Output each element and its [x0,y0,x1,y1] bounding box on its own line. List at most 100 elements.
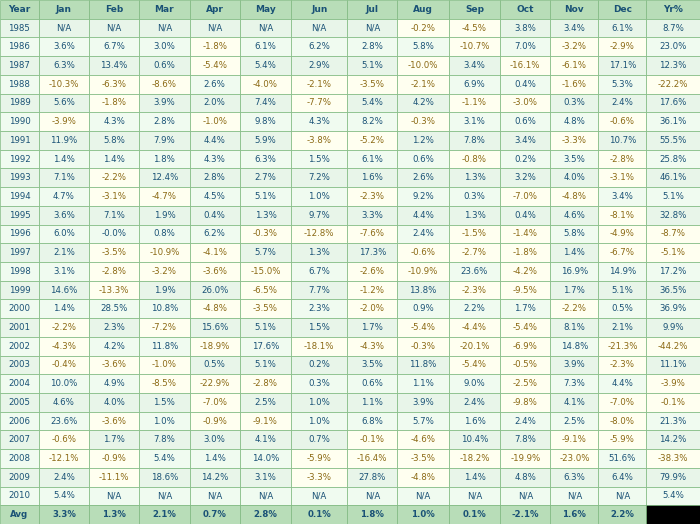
Bar [646,318,700,337]
Text: 10.4%: 10.4% [461,435,488,444]
Text: 5.4%: 5.4% [153,454,176,463]
Text: 2005: 2005 [8,398,30,407]
Bar [500,299,550,318]
Bar [240,468,291,487]
Text: 4.3%: 4.3% [104,117,125,126]
Bar [240,412,291,430]
Text: -9.8%: -9.8% [513,398,538,407]
Text: 1987: 1987 [8,61,30,70]
Bar [500,187,550,206]
Bar [500,356,550,374]
Bar [240,168,291,187]
Bar [347,131,398,150]
Text: 6.1%: 6.1% [361,155,383,163]
Text: 2.5%: 2.5% [255,398,276,407]
Bar [646,243,700,262]
Text: 0.4%: 0.4% [514,211,536,220]
Text: 2004: 2004 [8,379,30,388]
Bar [500,412,550,430]
Text: 1989: 1989 [8,99,30,107]
Bar [89,112,139,131]
Text: 0.7%: 0.7% [203,510,227,519]
Text: 1.1%: 1.1% [412,379,434,388]
Text: 2001: 2001 [8,323,30,332]
Text: 11.8%: 11.8% [410,361,437,369]
Text: 5.4%: 5.4% [361,99,383,107]
Text: -15.0%: -15.0% [250,267,281,276]
Bar [291,206,347,225]
Text: 5.4%: 5.4% [255,61,276,70]
Bar [646,37,700,56]
Bar [139,412,190,430]
Text: 2.9%: 2.9% [308,61,330,70]
Bar [646,112,700,131]
Bar [449,112,500,131]
Text: -3.9%: -3.9% [661,379,685,388]
Text: N/A: N/A [258,24,273,32]
Text: 7.8%: 7.8% [514,435,536,444]
Bar [0,56,38,75]
Bar [646,150,700,168]
Text: -5.9%: -5.9% [610,435,635,444]
Text: N/A: N/A [615,492,630,500]
Text: N/A: N/A [312,492,327,500]
Text: 6.0%: 6.0% [53,230,75,238]
Text: 2006: 2006 [8,417,30,425]
Bar [38,75,89,94]
Text: 3.0%: 3.0% [204,435,225,444]
Bar [598,112,646,131]
Bar [240,505,291,524]
Text: -0.1%: -0.1% [661,398,686,407]
Bar [347,281,398,299]
Bar [646,168,700,187]
Bar [598,19,646,37]
Bar [500,468,550,487]
Text: -2.9%: -2.9% [610,42,635,51]
Text: -9.5%: -9.5% [513,286,538,294]
Text: -3.6%: -3.6% [102,417,127,425]
Text: -10.3%: -10.3% [49,80,79,89]
Bar [38,112,89,131]
Bar [38,187,89,206]
Text: -2.5%: -2.5% [513,379,538,388]
Text: -5.4%: -5.4% [513,323,538,332]
Text: 2.4%: 2.4% [514,417,536,425]
Bar [598,449,646,468]
Bar [89,468,139,487]
Bar [89,0,139,19]
Bar [38,487,89,505]
Text: Dec: Dec [612,5,632,14]
Bar [38,168,89,187]
Bar [240,206,291,225]
Text: Avg: Avg [10,510,29,519]
Bar [190,150,240,168]
Text: -2.1%: -2.1% [307,80,332,89]
Bar [291,75,347,94]
Bar [347,449,398,468]
Text: -0.8%: -0.8% [462,155,487,163]
Bar [449,337,500,356]
Text: 14.9%: 14.9% [609,267,636,276]
Text: 4.1%: 4.1% [564,398,585,407]
Bar [0,206,38,225]
Text: 2.4%: 2.4% [412,230,434,238]
Bar [500,206,550,225]
Bar [500,0,550,19]
Text: 1.5%: 1.5% [308,155,330,163]
Text: -3.2%: -3.2% [152,267,177,276]
Text: 1.8%: 1.8% [360,510,384,519]
Text: 5.7%: 5.7% [412,417,434,425]
Text: -11.1%: -11.1% [99,473,130,482]
Bar [89,37,139,56]
Bar [598,94,646,112]
Text: 2009: 2009 [8,473,30,482]
Bar [291,262,347,281]
Bar [646,187,700,206]
Text: N/A: N/A [416,492,430,500]
Bar [500,112,550,131]
Text: Nov: Nov [565,5,584,14]
Bar [398,131,449,150]
Bar [0,225,38,243]
Text: 3.1%: 3.1% [255,473,276,482]
Bar [240,243,291,262]
